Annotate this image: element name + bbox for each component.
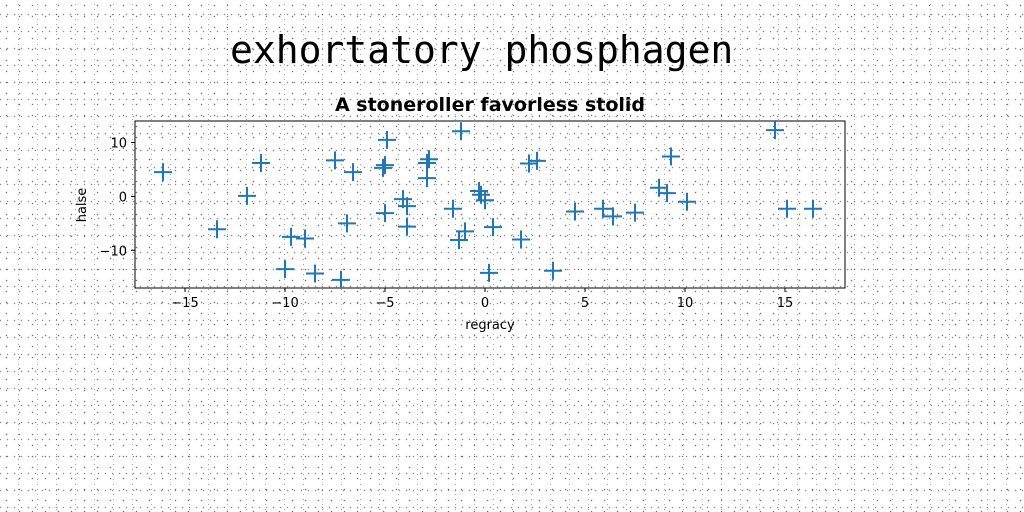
x-axis-label: regracy [465,318,515,333]
data-point [374,158,392,177]
y-tick-label: 0 [119,190,127,205]
data-point [662,147,680,166]
data-point [378,130,396,149]
y-axis: −10 0 10 [100,137,135,259]
data-point [520,154,538,173]
data-point [484,218,502,237]
x-tick-label: −5 [375,296,394,311]
data-point [376,156,394,175]
data-point [306,264,324,283]
data-point [476,191,494,210]
data-point [418,169,436,188]
chart-title: A stoneroller favorless stolid [335,94,645,116]
data-point [804,199,822,218]
data-point [766,121,784,140]
data-point [452,122,470,141]
data-point [678,192,696,211]
data-point [528,151,546,170]
x-tick-label: −15 [171,296,198,311]
x-tick-label: −10 [271,296,298,311]
data-point [394,190,412,209]
data-point [420,150,438,169]
data-point [778,199,796,218]
data-point [512,230,530,249]
data-point [604,207,622,226]
y-axis-label: halse [75,188,90,223]
data-point [332,270,350,289]
x-tick-label: 0 [481,296,489,311]
x-axis: −15 −10 −5 0 5 10 15 [171,288,793,311]
data-point [444,199,462,218]
data-point [252,154,270,173]
data-point [326,151,344,170]
data-point [456,222,474,241]
data-point [154,163,172,182]
data-point [480,263,498,282]
data-points [154,121,822,289]
data-point [282,227,300,246]
data-point [238,186,256,205]
data-point [566,202,584,221]
x-tick-label: 10 [677,296,694,311]
data-point [398,197,416,216]
y-tick-label: −10 [100,244,127,259]
data-point [208,220,226,239]
y-tick-label: 10 [110,137,127,152]
plot-frame [134,120,846,289]
data-point [338,214,356,233]
data-point [398,217,416,236]
data-point [594,199,612,218]
x-tick-label: 5 [581,296,589,311]
page-title: exhortatory phosphagen [230,28,734,72]
data-point [544,261,562,280]
data-point [344,163,362,182]
x-tick-label: 15 [777,296,794,311]
data-point [470,182,488,201]
data-point [376,204,394,223]
data-point [296,229,314,248]
data-point [658,184,676,203]
data-point [418,154,436,173]
data-point [276,260,294,279]
data-point [626,203,644,222]
